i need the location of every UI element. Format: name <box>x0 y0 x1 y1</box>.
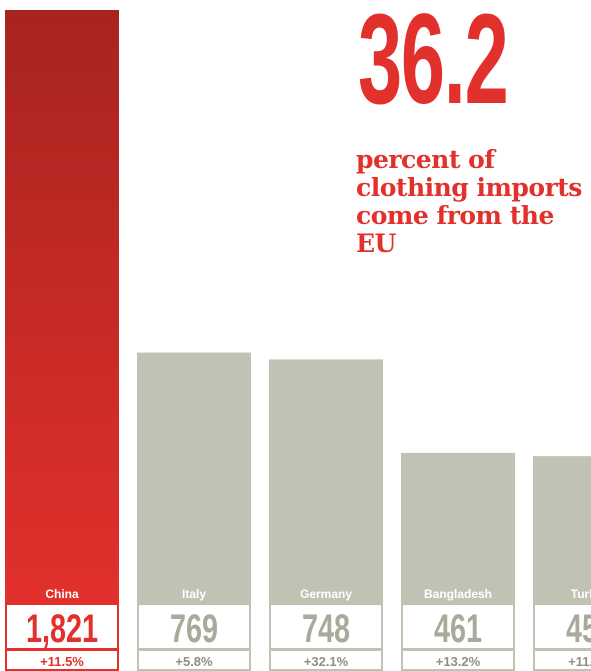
bar <box>269 359 383 603</box>
category-label: Turkey <box>571 587 591 601</box>
value-label: 451 <box>566 606 591 651</box>
value-box <box>269 603 383 650</box>
bar-group-germany: Germany 748 +32.1% <box>269 359 383 671</box>
value-label: 769 <box>170 606 218 651</box>
category-label: Italy <box>182 587 206 601</box>
change-box <box>269 649 383 671</box>
change-label: +13.2% <box>436 654 481 669</box>
change-label: +32.1% <box>304 654 349 669</box>
value-box <box>5 603 119 650</box>
change-label: +11.9% <box>568 654 591 669</box>
change-label: +11.5% <box>40 654 84 669</box>
headline-number: 36.2 <box>358 0 509 131</box>
value-box <box>137 603 251 650</box>
bar <box>533 456 591 603</box>
value-label: 748 <box>302 606 350 651</box>
bar-group-turkey: Turkey 451 +11.9% <box>533 456 591 671</box>
change-box <box>5 649 119 671</box>
bar-group-bangladesh: Bangladesh 461 +13.2% <box>401 452 515 671</box>
category-label: Bangladesh <box>424 587 492 601</box>
value-label: 461 <box>434 606 482 651</box>
category-label: China <box>45 587 79 601</box>
bar <box>137 352 251 603</box>
headline-subtitle: percent of clothing imports come from th… <box>356 145 582 258</box>
bar <box>5 10 119 603</box>
change-box <box>137 649 251 671</box>
value-label: 1,821 <box>26 606 98 651</box>
change-box <box>533 649 591 671</box>
value-box <box>401 603 515 650</box>
bar-group-china: China 1,821 +11.5% <box>5 10 119 671</box>
change-label: +5.8% <box>175 654 213 669</box>
bar-group-italy: Italy 769 +5.8% <box>137 352 251 671</box>
value-box <box>533 603 591 650</box>
change-box <box>401 649 515 671</box>
category-label: Germany <box>300 587 352 601</box>
bar <box>401 452 515 603</box>
